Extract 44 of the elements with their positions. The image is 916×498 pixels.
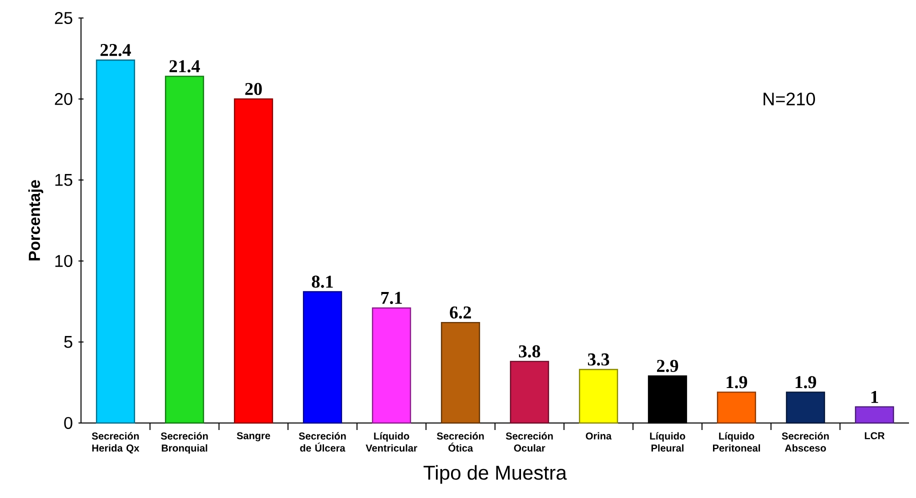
bar (96, 60, 136, 424)
x-tick-label: LCR (864, 432, 885, 440)
x-tick-label: Líquido Ventricular (366, 432, 418, 452)
data-label: 2.9 (657, 360, 678, 372)
data-label: 1.9 (796, 376, 816, 388)
data-label: 3.3 (588, 353, 610, 366)
y-tick-label: 10 (55, 254, 72, 268)
bar (164, 76, 204, 424)
x-tick-label: Secreción de Úlcera (298, 432, 346, 452)
bar (786, 392, 826, 424)
annotation: N=210 (764, 92, 815, 106)
data-label: 7.1 (381, 292, 402, 304)
data-label: 21.4 (170, 60, 200, 72)
x-axis-title: Tipo de Muestra (424, 465, 567, 484)
y-tick-label: 5 (64, 336, 72, 348)
x-tick-label: Secreción Bronquial (160, 432, 208, 454)
bar (372, 307, 412, 424)
bar (578, 368, 618, 424)
x-tick-label: Secreción Absceso (782, 432, 829, 452)
bar (854, 406, 894, 424)
x-tick-label: Secreción Ótica (436, 432, 484, 452)
data-label: 20 (245, 82, 262, 96)
data-label: 3.8 (518, 345, 540, 358)
bar (234, 98, 274, 424)
y-axis-title: Porcentaje (28, 180, 44, 260)
x-tick-label: Líquido Peritoneal (712, 432, 760, 452)
x-tick-label: Secreción Herida Qx (92, 432, 140, 454)
data-label: 1 (871, 390, 878, 403)
y-tick-label: 20 (54, 92, 72, 106)
bar (510, 360, 550, 424)
y-tick-label: 25 (54, 12, 72, 24)
x-tick-label: Sangre (236, 432, 270, 442)
y-tick-label: 0 (64, 416, 72, 430)
data-label: 22.4 (100, 44, 131, 56)
data-label: 8.1 (312, 276, 333, 288)
data-label: 6.2 (450, 306, 471, 319)
x-tick-label: Líquido Pleural (650, 432, 686, 452)
y-tick-label: 15 (55, 174, 72, 186)
bar (716, 392, 756, 424)
bar (440, 322, 480, 424)
bar (302, 291, 342, 424)
data-label: 1.9 (726, 376, 748, 388)
x-tick-label: Secreción Ocular (506, 432, 553, 452)
x-tick-label: Orina (586, 432, 612, 440)
